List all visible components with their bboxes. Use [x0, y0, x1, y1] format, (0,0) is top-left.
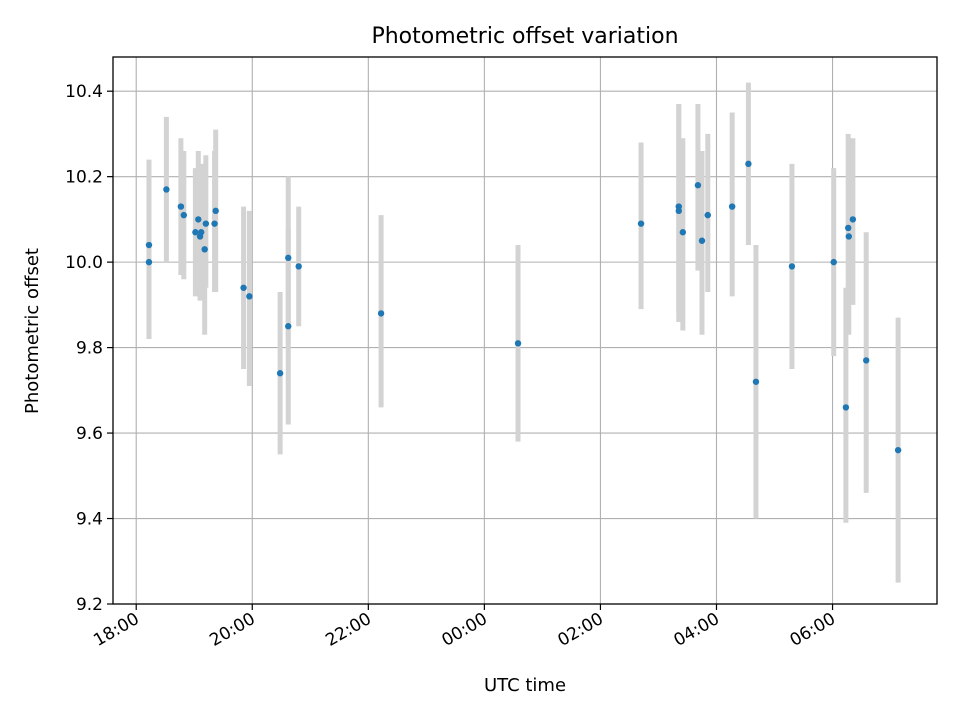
data-point [752, 378, 760, 385]
data-point [845, 224, 852, 232]
data-point [745, 160, 752, 168]
y-tick-label: 9.6 [76, 424, 103, 444]
data-point [211, 220, 218, 227]
data-point [246, 293, 253, 300]
data-point [845, 233, 852, 240]
data-points [145, 160, 902, 454]
y-tick-label: 10.0 [65, 253, 103, 273]
data-point [849, 216, 857, 223]
data-point [788, 263, 796, 270]
data-point [894, 446, 902, 454]
data-point [514, 340, 522, 347]
plot-frame [112, 56, 938, 605]
chart-title: Photometric offset variation [371, 24, 678, 49]
data-point [195, 216, 202, 223]
data-point [201, 246, 208, 253]
y-axis-label: Photometric offset [22, 248, 43, 414]
data-point [675, 207, 682, 215]
data-point [285, 323, 292, 330]
y-tick-label: 10.2 [65, 168, 103, 188]
data-point [180, 211, 187, 219]
x-axis-label: UTC time [484, 675, 566, 696]
y-tick-label: 9.4 [76, 510, 103, 530]
data-point [698, 237, 706, 244]
y-tick-label: 9.2 [76, 595, 103, 615]
data-point [285, 254, 292, 262]
data-point [192, 229, 199, 236]
data-point [679, 229, 687, 236]
data-point [704, 211, 711, 219]
data-point [842, 404, 850, 411]
data-point [830, 258, 837, 266]
data-point [637, 220, 645, 227]
data-point [240, 284, 247, 291]
y-tick-label: 9.8 [76, 339, 103, 359]
data-point [177, 203, 185, 210]
data-point [145, 258, 153, 266]
data-point [295, 263, 302, 270]
data-point [202, 220, 210, 227]
data-point [212, 207, 219, 215]
data-point [198, 229, 205, 236]
data-point [728, 203, 736, 210]
data-point [276, 370, 284, 377]
data-point [863, 357, 870, 364]
data-point [145, 241, 153, 249]
y-tick-label: 10.4 [65, 82, 103, 102]
data-point [694, 182, 702, 189]
data-point [163, 186, 170, 193]
y-axis: 9.2 9.4 9.6 9.8 10.0 10.2 10.4 [65, 82, 113, 615]
data-point [377, 310, 385, 317]
